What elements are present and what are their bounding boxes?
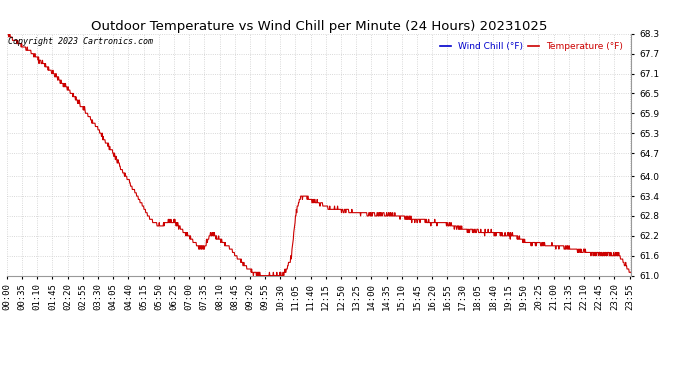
Title: Outdoor Temperature vs Wind Chill per Minute (24 Hours) 20231025: Outdoor Temperature vs Wind Chill per Mi… xyxy=(91,20,547,33)
Text: Copyright 2023 Cartronics.com: Copyright 2023 Cartronics.com xyxy=(8,38,152,46)
Legend: Wind Chill (°F), Temperature (°F): Wind Chill (°F), Temperature (°F) xyxy=(437,39,627,55)
